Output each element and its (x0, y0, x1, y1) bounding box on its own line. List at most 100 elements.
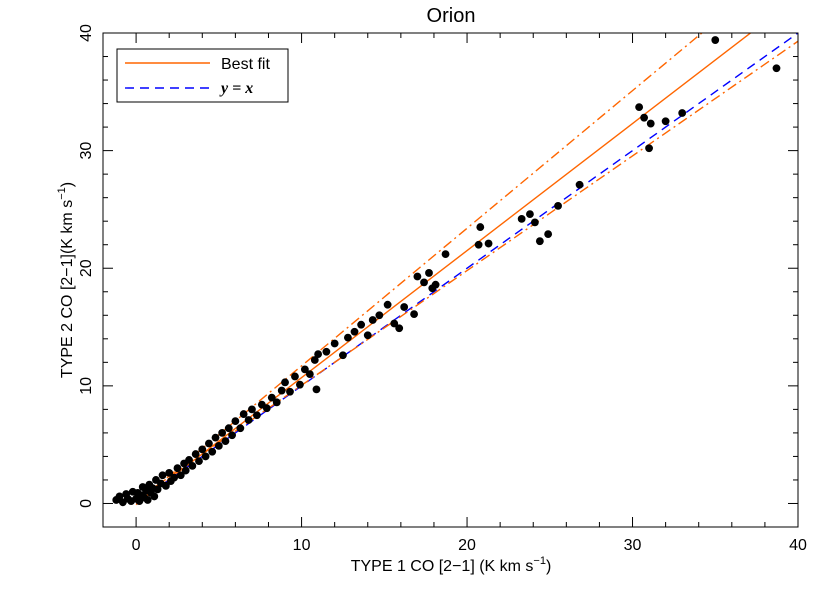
data-point (517, 214, 526, 223)
data-point (526, 210, 534, 219)
y-axis-label-superscript: −1 (56, 187, 68, 200)
data-point (252, 411, 261, 420)
data-point (181, 466, 190, 475)
data-point (165, 468, 174, 477)
data-point (357, 320, 366, 329)
x-tick-label: 30 (624, 537, 642, 554)
data-point (410, 310, 418, 319)
y-axis: 0 10 20 30 40 (78, 24, 798, 528)
chart-title: Orion (427, 5, 476, 27)
data-point (544, 230, 553, 239)
x-axis-label-superscript: −1 (533, 555, 546, 567)
data-point (267, 393, 276, 402)
series-line-lower-bound (135, 40, 798, 501)
y-tick-label: 20 (78, 259, 95, 277)
data-point (286, 387, 294, 396)
data-point (441, 250, 450, 259)
data-point (368, 316, 377, 324)
data-point (420, 278, 428, 287)
data-point (208, 447, 217, 456)
data-point (176, 471, 185, 480)
data-point (158, 471, 167, 480)
legend-best-fit-label: Best fit (221, 56, 270, 73)
series-line-y-x (135, 33, 798, 505)
data-point (431, 280, 440, 289)
data-point (400, 303, 409, 311)
data-point (312, 385, 321, 394)
data-point (772, 64, 781, 73)
y-axis-label: TYPE 2 CO [2−1](K km s−1) (56, 182, 76, 378)
data-point (395, 324, 404, 333)
data-point (390, 319, 399, 328)
data-point (236, 424, 245, 433)
data-point (413, 272, 422, 281)
data-point (228, 431, 236, 440)
data-point (296, 380, 304, 389)
data-point (277, 386, 286, 395)
data-point (195, 457, 203, 466)
data-point (575, 180, 584, 189)
data-point (170, 473, 179, 482)
data-point (530, 218, 539, 227)
data-point (291, 372, 299, 381)
x-tick-label: 40 (789, 537, 807, 554)
data-point (153, 485, 162, 494)
data-point (474, 240, 483, 249)
data-point (646, 119, 655, 128)
data-point (198, 445, 207, 454)
x-axis-label-end: ) (546, 558, 551, 575)
x-tick-label: 10 (293, 537, 311, 554)
data-point (640, 113, 649, 122)
data-point (161, 481, 170, 490)
x-axis: 0 10 20 30 40 (102, 33, 807, 554)
legend-box (116, 48, 289, 103)
data-point (554, 202, 562, 210)
y-tick-label: 30 (78, 142, 95, 160)
data-point (383, 300, 392, 309)
data-point (363, 331, 372, 340)
data-point (211, 433, 220, 442)
legend: Best fit y = x (116, 48, 289, 103)
data-point (330, 339, 339, 348)
data-point (244, 416, 253, 424)
data-point (201, 452, 210, 461)
data-point (231, 417, 240, 426)
data-point (711, 36, 720, 44)
x-tick-label: 0 (132, 537, 141, 554)
data-point (314, 350, 323, 358)
data-point (322, 347, 331, 356)
x-tick-label: 20 (458, 537, 476, 554)
data-point (221, 437, 230, 446)
data-point (214, 441, 223, 450)
data-point (239, 410, 248, 418)
y-tick-label: 0 (78, 499, 95, 508)
data-point (305, 370, 314, 378)
data-point (476, 223, 485, 231)
data-point (425, 269, 433, 277)
data-point (678, 109, 687, 117)
legend-identity-label: y = x (219, 80, 253, 97)
data-point (224, 424, 233, 433)
data-point (188, 461, 197, 470)
data-point (310, 356, 319, 364)
data-point (262, 404, 271, 413)
data-point (484, 239, 493, 248)
data-point (300, 365, 309, 374)
data-point (185, 456, 193, 464)
data-point (115, 492, 124, 501)
x-axis-label-main: TYPE 1 CO [2−1] (K km s (351, 558, 534, 575)
data-point (535, 237, 544, 246)
data-point (191, 450, 200, 458)
data-point (173, 464, 182, 473)
data-point (344, 333, 352, 342)
data-point (635, 103, 644, 111)
y-axis-label-end: ) (59, 182, 76, 187)
data-point (248, 405, 256, 414)
data-point (339, 351, 347, 360)
data-point (661, 117, 670, 126)
y-tick-label: 40 (78, 24, 95, 42)
x-axis-label: TYPE 1 CO [2−1] (K km s−1) (351, 555, 552, 575)
plot-points (112, 36, 781, 507)
data-point (150, 492, 159, 501)
